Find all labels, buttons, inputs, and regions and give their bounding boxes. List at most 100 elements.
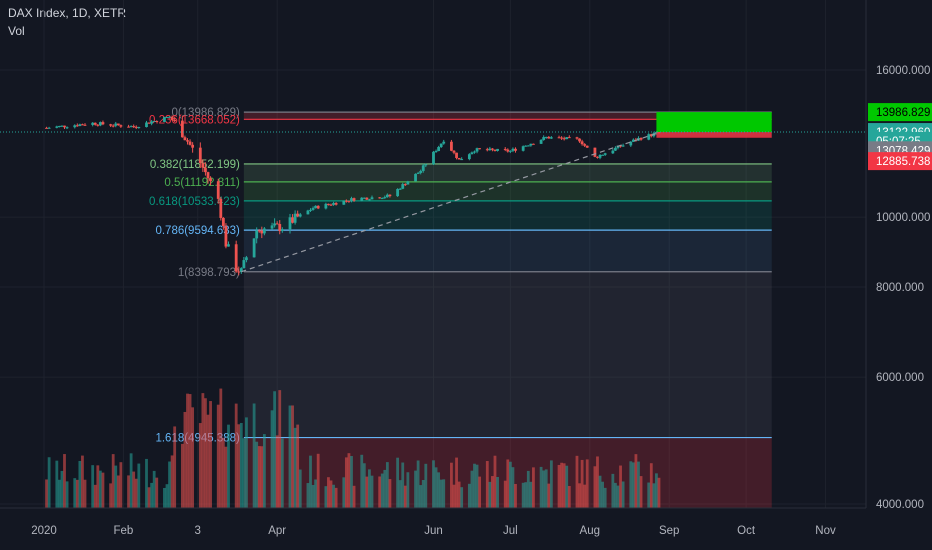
candle-body-162 <box>629 141 633 146</box>
volume-bar-99 <box>401 462 405 508</box>
candle-body-38 <box>183 137 187 141</box>
candle-body-0 <box>45 127 48 129</box>
volume-bar-165 <box>637 461 640 508</box>
candle-body-137 <box>539 139 543 144</box>
candle-body-90 <box>368 199 371 201</box>
fib-label-2: 0.382(11852.199) <box>150 159 240 171</box>
fib-retracement: 0(13986.829)0.236(13668.052) 0.382(11852.… <box>149 107 772 508</box>
volume-bar-45 <box>206 414 210 508</box>
volume-bar-157 <box>611 473 615 508</box>
volume-bar-6 <box>65 481 69 508</box>
candle-body-101 <box>406 181 410 185</box>
candle-body-110 <box>439 143 443 148</box>
volume-bar-89 <box>365 476 369 508</box>
volume-bar-18 <box>111 454 115 508</box>
candle-body-87 <box>360 197 364 201</box>
volume-bar-146 <box>567 485 571 508</box>
candle-body-120 <box>475 148 479 152</box>
candle-body-130 <box>511 148 515 151</box>
y-tick-1: 10000.000 <box>876 212 930 224</box>
volume-bar-141 <box>549 460 553 508</box>
x-tick-5: Jul <box>503 525 518 537</box>
candle-body-18 <box>111 125 115 127</box>
volume-bar-104 <box>419 485 423 508</box>
candle-body-31 <box>155 121 159 123</box>
volume-bar-168 <box>649 463 653 508</box>
y-tick-2: 8000.000 <box>876 282 924 294</box>
candle-body-3 <box>57 125 61 127</box>
candle-body-7 <box>73 125 77 128</box>
candle-body-104 <box>419 170 423 173</box>
volume-bar-153 <box>596 456 599 508</box>
volume-label: Vol <box>8 24 25 38</box>
volume-bar-59 <box>257 446 261 508</box>
candle-body-89 <box>365 197 369 200</box>
candle-body-115 <box>457 157 461 160</box>
candle-body-121 <box>478 148 482 150</box>
volume-bar-68 <box>291 405 294 508</box>
candle-body-50 <box>224 226 228 247</box>
candle-body-52 <box>234 244 238 272</box>
volume-bar-82 <box>342 477 346 508</box>
candle-body-125 <box>493 149 497 151</box>
price-label-bg-0 <box>868 103 932 122</box>
volume-bar-171 <box>657 477 661 508</box>
candle-body-111 <box>442 141 446 144</box>
fib-label-1: 0.236(13668.052) <box>149 114 240 126</box>
fib-zone-0 <box>243 112 772 120</box>
volume-bar-154 <box>598 475 602 508</box>
candle-body-32 <box>163 117 166 122</box>
volume-bar-102 <box>414 470 417 508</box>
volume-bar-21 <box>119 462 123 508</box>
candle-body-107 <box>432 151 435 165</box>
volume-bar-63 <box>273 391 277 508</box>
volume-bar-9 <box>78 460 82 508</box>
candle-body-151 <box>585 145 589 148</box>
candle-body-66 <box>280 229 284 232</box>
volume-bar-140 <box>547 483 551 508</box>
volume-bar-116 <box>460 487 464 508</box>
fib-zone-3 <box>243 181 772 201</box>
volume-bar-23 <box>129 453 133 508</box>
candle-body-134 <box>526 145 530 147</box>
candle-body-48 <box>219 198 223 218</box>
fib-zone-6 <box>243 271 772 438</box>
volume-bar-123 <box>488 481 492 508</box>
volume-bar-158 <box>614 482 617 508</box>
candle-body-34 <box>168 116 171 118</box>
fib-label-6: 1(8398.793) <box>178 267 240 279</box>
candle-body-28 <box>147 122 151 124</box>
volume-bar-114 <box>455 457 458 508</box>
candle-body-37 <box>180 120 184 138</box>
candle-body-141 <box>549 137 553 139</box>
volume-bar-75 <box>314 479 318 508</box>
candle-body-58 <box>255 230 259 239</box>
volume-bar-163 <box>631 462 635 508</box>
candle-body-49 <box>221 217 225 227</box>
candle-body-94 <box>383 197 387 199</box>
volume-bar-25 <box>134 478 138 508</box>
candle-body-82 <box>342 200 346 205</box>
candle-body-16 <box>101 122 105 125</box>
price-axis-bg <box>866 0 932 550</box>
candle-body-8 <box>75 125 79 127</box>
volume-bar-79 <box>329 480 333 508</box>
candle-body-99 <box>401 184 405 189</box>
volume-bar-33 <box>165 484 169 508</box>
volume-bar-16 <box>101 472 105 508</box>
candle-body-15 <box>98 122 102 126</box>
volume-bar-70 <box>296 424 300 508</box>
candle-body-44 <box>204 167 207 173</box>
volume-bar-54 <box>239 422 243 508</box>
candle-body-116 <box>460 159 464 161</box>
volume-bar-103 <box>416 460 420 508</box>
candle-body-122 <box>485 149 489 151</box>
volume-bar-124 <box>491 476 494 508</box>
volume-bar-15 <box>98 470 102 508</box>
x-tick-0: 2020 <box>31 525 57 537</box>
volume-bar-155 <box>601 481 605 508</box>
volume-bar-65 <box>278 390 282 508</box>
candle-body-63 <box>273 223 277 226</box>
